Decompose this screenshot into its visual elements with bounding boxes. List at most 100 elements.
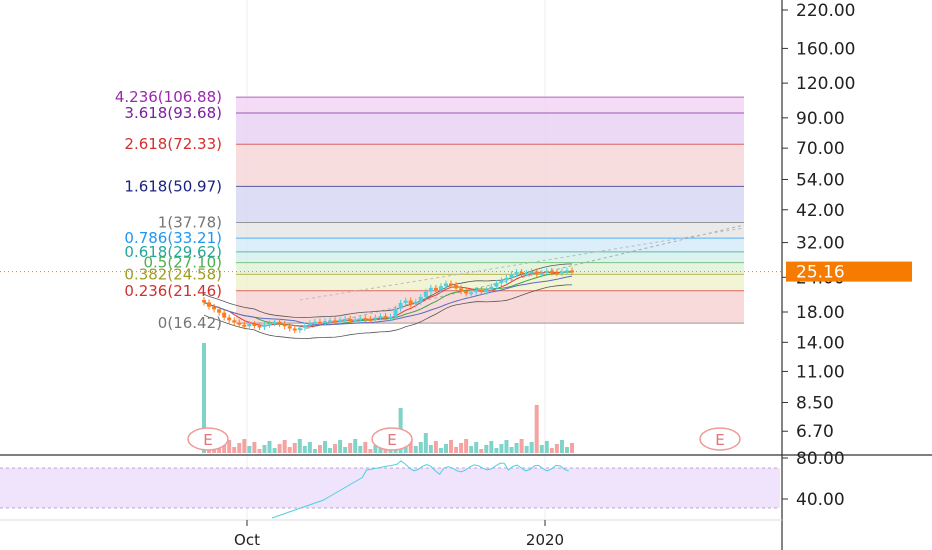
fib-level-label: 0.618(29.62): [124, 243, 222, 261]
volume-bar: [307, 442, 312, 453]
volume-bar: [423, 433, 428, 453]
fib-level-label: 4.236(106.88): [115, 88, 222, 106]
volume-bar: [272, 448, 277, 453]
volume-bar: [539, 445, 544, 453]
earnings-marker-label: E: [387, 431, 396, 449]
volume-bar: [464, 439, 469, 453]
candle-body: [328, 320, 333, 323]
candle-body: [222, 312, 227, 318]
volume-bar: [343, 447, 348, 453]
candle-body: [317, 321, 322, 324]
candle-body: [333, 320, 338, 323]
candle-body: [287, 326, 292, 329]
candle-body: [383, 316, 388, 319]
candle-body: [247, 323, 252, 327]
candle-body: [302, 325, 307, 328]
price-tick-label: 42.00: [796, 201, 845, 221]
price-tick-label: 18.00: [796, 303, 845, 323]
candle-body: [554, 272, 559, 275]
candle-body: [373, 317, 378, 320]
volume-bar: [338, 440, 343, 453]
candle-body: [519, 271, 524, 274]
rsi-tick-label: 80.00: [796, 449, 845, 469]
candle-body: [343, 318, 348, 321]
price-tick-label: 54.00: [796, 170, 845, 190]
volume-bar: [277, 444, 282, 453]
fib-level-label: 0.382(24.58): [124, 265, 222, 283]
volume-bar: [469, 446, 474, 453]
candle-body: [217, 309, 222, 313]
earnings-marker-label: E: [715, 431, 724, 449]
rsi-pane: [0, 454, 932, 519]
trend-line-upper: [299, 227, 745, 301]
candle-body: [307, 323, 312, 326]
last-price-tag: [786, 261, 912, 282]
volume-bar: [353, 439, 358, 453]
candle-body: [403, 300, 408, 303]
fib-line-layer: [236, 96, 745, 331]
volume-bar: [443, 444, 448, 453]
volume-bar: [413, 446, 418, 453]
candle-body: [378, 316, 383, 319]
rsi-line: [271, 460, 569, 519]
fib-band: [236, 251, 744, 263]
candle-body: [413, 301, 418, 305]
volume-bar: [514, 443, 519, 453]
volume-bar: [242, 439, 247, 453]
candle-body: [252, 323, 257, 326]
candle-body: [363, 318, 368, 321]
candle-body: [454, 285, 459, 289]
candle-body: [398, 302, 403, 309]
candle-body: [474, 290, 479, 293]
fib-band: [236, 274, 744, 291]
fib-level-label: 3.618(93.68): [124, 104, 222, 122]
earnings-marker-label: E: [203, 431, 212, 449]
earnings-marker: [699, 427, 741, 451]
candle-body: [262, 324, 267, 327]
volume-bar: [227, 440, 232, 453]
candle-body: [418, 296, 423, 302]
volume-bar: [267, 441, 272, 453]
candle-body: [459, 288, 464, 292]
volume-bar: [403, 443, 408, 453]
candle-body: [207, 302, 212, 307]
price-tick-label: 160.00: [796, 39, 855, 59]
fib-level-label: 0.786(33.21): [124, 229, 222, 247]
candle-body: [504, 277, 509, 281]
price-tick-label: 90.00: [796, 109, 845, 129]
last-price-label: 25.16: [796, 263, 845, 283]
fib-band: [236, 262, 744, 275]
volume-bar: [317, 445, 322, 453]
volume-bar: [297, 439, 302, 453]
candle-body: [534, 271, 539, 274]
fib-level-label: 0.5(27.10): [143, 254, 222, 272]
fib-level-label: 0(16.42): [158, 314, 222, 332]
volume-bar: [333, 444, 338, 453]
fib-level-label: 0.236(21.46): [124, 282, 222, 300]
candle-body: [322, 321, 327, 324]
candle-body: [564, 270, 569, 273]
earnings-marker: [187, 427, 229, 451]
candle-body: [388, 316, 393, 319]
fib-band: [236, 290, 744, 324]
volume-bar: [292, 443, 297, 453]
candle-body: [408, 300, 413, 305]
price-tick-label: 120.00: [796, 74, 855, 94]
price-tick-label: 32.00: [796, 234, 845, 254]
price-tick-label: 220.00: [796, 1, 855, 21]
candle-body: [312, 321, 317, 324]
time-axis: Oct 2020: [0, 519, 782, 549]
candle-body: [494, 282, 499, 287]
candle-body: [443, 283, 448, 287]
candle-body: [237, 322, 242, 325]
candle-body: [212, 306, 217, 310]
price-tick-label: 6.70: [796, 422, 834, 442]
candle-body: [479, 290, 484, 293]
price-tick-label: 14.00: [796, 333, 845, 353]
time-tick-label: Oct: [234, 531, 260, 549]
volume-bar: [302, 446, 307, 453]
candle-body: [423, 291, 428, 297]
volume-bar: [570, 443, 574, 453]
volume-bar: [489, 441, 494, 453]
